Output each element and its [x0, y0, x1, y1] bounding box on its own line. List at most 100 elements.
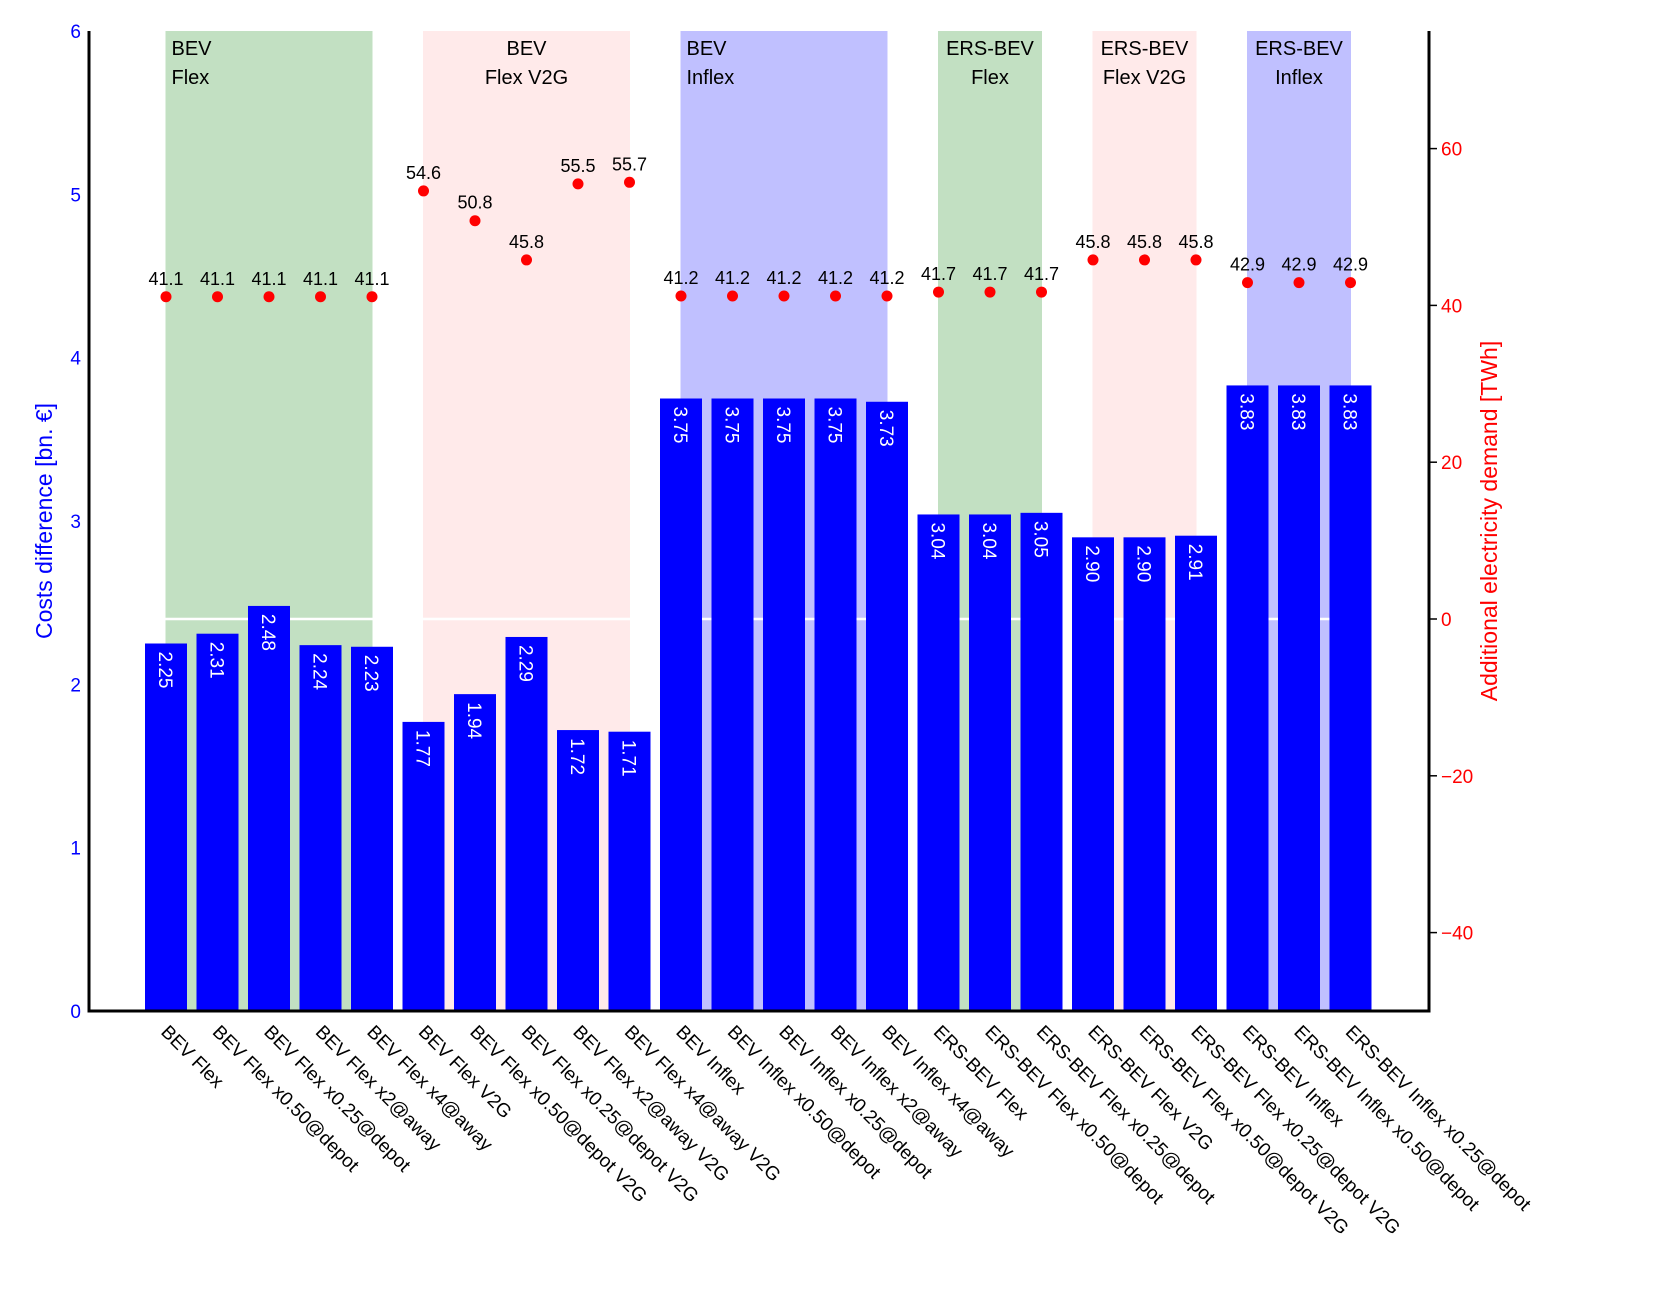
- bar-22: [1278, 385, 1320, 1011]
- group-title-line2-0: Flex: [172, 67, 210, 89]
- group-title-line2-1: Flex V2G: [485, 67, 568, 89]
- point-22: [1293, 277, 1305, 289]
- bar-value-label-9: 1.71: [618, 740, 639, 777]
- group-title-line2-2: Inflex: [687, 67, 735, 89]
- group-title-line1-1: BEV: [506, 38, 547, 60]
- bar-value-label-14: 3.73: [875, 410, 896, 447]
- bar-23: [1329, 385, 1372, 1011]
- group-title-line1-5: ERS-BEV: [1255, 38, 1343, 60]
- bar-value-label-11: 3.75: [721, 407, 742, 444]
- point-value-label-17: 41.7: [1024, 264, 1059, 284]
- left-tick-label-5: 5: [70, 185, 81, 206]
- point-value-label-19: 45.8: [1127, 232, 1162, 252]
- group-background-layer: [165, 31, 1351, 1011]
- bar-5: [402, 721, 445, 1011]
- point-value-label-4: 41.1: [354, 269, 389, 289]
- bar-value-label-20: 2.91: [1184, 544, 1205, 581]
- bar-value-label-21: 3.83: [1236, 393, 1257, 430]
- category-label-22: ERS-BEV Inflex x0.50@depot: [1289, 1022, 1483, 1216]
- bar-value-label-23: 3.83: [1339, 393, 1360, 430]
- bar-value-label-0: 2.25: [154, 652, 175, 689]
- bar-14: [866, 401, 908, 1011]
- bar-8: [557, 730, 599, 1011]
- group-title-line1-3: ERS-BEV: [946, 38, 1034, 60]
- bar-11: [711, 398, 754, 1011]
- point-value-label-12: 41.2: [766, 268, 801, 288]
- point-14: [881, 290, 893, 302]
- group-title-line2-5: Inflex: [1275, 67, 1323, 89]
- y2-axis-title: Additional electricity demand [TWh]: [1476, 341, 1502, 702]
- group-title-line2-4: Flex V2G: [1103, 67, 1186, 89]
- point-19: [1139, 254, 1150, 266]
- bar-10: [660, 398, 702, 1011]
- bar-value-label-2: 2.48: [257, 614, 278, 651]
- point-value-label-9: 55.7: [612, 154, 647, 174]
- bar-value-label-12: 3.75: [772, 407, 793, 444]
- point-value-label-7: 45.8: [509, 232, 544, 252]
- bar-value-label-1: 2.31: [206, 642, 227, 679]
- point-16: [984, 286, 996, 298]
- point-17: [1036, 286, 1047, 298]
- bar-value-label-22: 3.83: [1287, 393, 1308, 430]
- point-18: [1087, 254, 1099, 266]
- bar-layer: [145, 385, 1372, 1011]
- bar-17: [1020, 512, 1063, 1011]
- point-0: [160, 291, 172, 303]
- left-tick-label-1: 1: [70, 839, 81, 860]
- group-title-line2-3: Flex: [971, 67, 1009, 89]
- bar-value-label-4: 2.23: [360, 655, 381, 692]
- point-6: [469, 215, 481, 227]
- bar-value-label-17: 3.05: [1030, 521, 1051, 558]
- bar-18: [1072, 537, 1114, 1011]
- bar-12: [763, 398, 805, 1011]
- point-7: [521, 254, 532, 266]
- scatter-layer: [160, 176, 1356, 303]
- point-value-label-6: 50.8: [457, 193, 492, 213]
- bar-value-label-15: 3.04: [927, 522, 948, 559]
- left-tick-label-4: 4: [70, 349, 81, 370]
- left-tick-label-0: 0: [70, 1002, 81, 1023]
- bar-19: [1123, 537, 1166, 1011]
- bar-16: [969, 514, 1011, 1011]
- y-axis-title: Costs difference [bn. €]: [31, 403, 57, 639]
- point-5: [418, 185, 429, 197]
- point-value-label-15: 41.7: [921, 264, 956, 284]
- bar-4: [351, 646, 393, 1011]
- right-tick-label-4: 40: [1441, 296, 1462, 317]
- bar-20: [1175, 535, 1217, 1011]
- bar-value-label-10: 3.75: [669, 407, 690, 444]
- bar-value-label-7: 2.29: [515, 645, 536, 682]
- point-value-label-10: 41.2: [663, 268, 698, 288]
- bar-0: [145, 643, 187, 1011]
- right-tick-label-3: 20: [1441, 453, 1462, 474]
- bar-15: [917, 514, 960, 1011]
- category-label-23: ERS-BEV Inflex x0.25@depot: [1341, 1022, 1535, 1216]
- bar-value-label-13: 3.75: [824, 407, 845, 444]
- point-value-label-0: 41.1: [148, 269, 183, 289]
- point-3: [315, 291, 326, 303]
- point-value-label-8: 55.5: [560, 156, 595, 176]
- point-9: [624, 176, 635, 188]
- bar-value-label-5: 1.77: [412, 730, 433, 767]
- point-10: [675, 290, 687, 302]
- point-15: [933, 286, 944, 298]
- point-21: [1242, 277, 1253, 289]
- bar-13: [814, 398, 857, 1011]
- bar-9: [608, 731, 651, 1011]
- point-value-label-11: 41.2: [715, 268, 750, 288]
- bar-1: [196, 633, 239, 1011]
- point-value-label-22: 42.9: [1281, 255, 1316, 275]
- bar-value-label-6: 1.94: [463, 702, 484, 739]
- bar-value-label-18: 2.90: [1081, 545, 1102, 582]
- point-1: [212, 291, 223, 303]
- point-value-label-1: 41.1: [200, 269, 235, 289]
- bar-7: [505, 636, 548, 1011]
- point-value-label-21: 42.9: [1230, 255, 1265, 275]
- bar-value-label-8: 1.72: [566, 738, 587, 775]
- point-value-label-14: 41.2: [869, 268, 904, 288]
- bar-value-label-3: 2.24: [309, 653, 330, 690]
- bar-value-label-19: 2.90: [1133, 545, 1154, 582]
- axes-layer: [87, 31, 1437, 1013]
- point-20: [1190, 254, 1202, 266]
